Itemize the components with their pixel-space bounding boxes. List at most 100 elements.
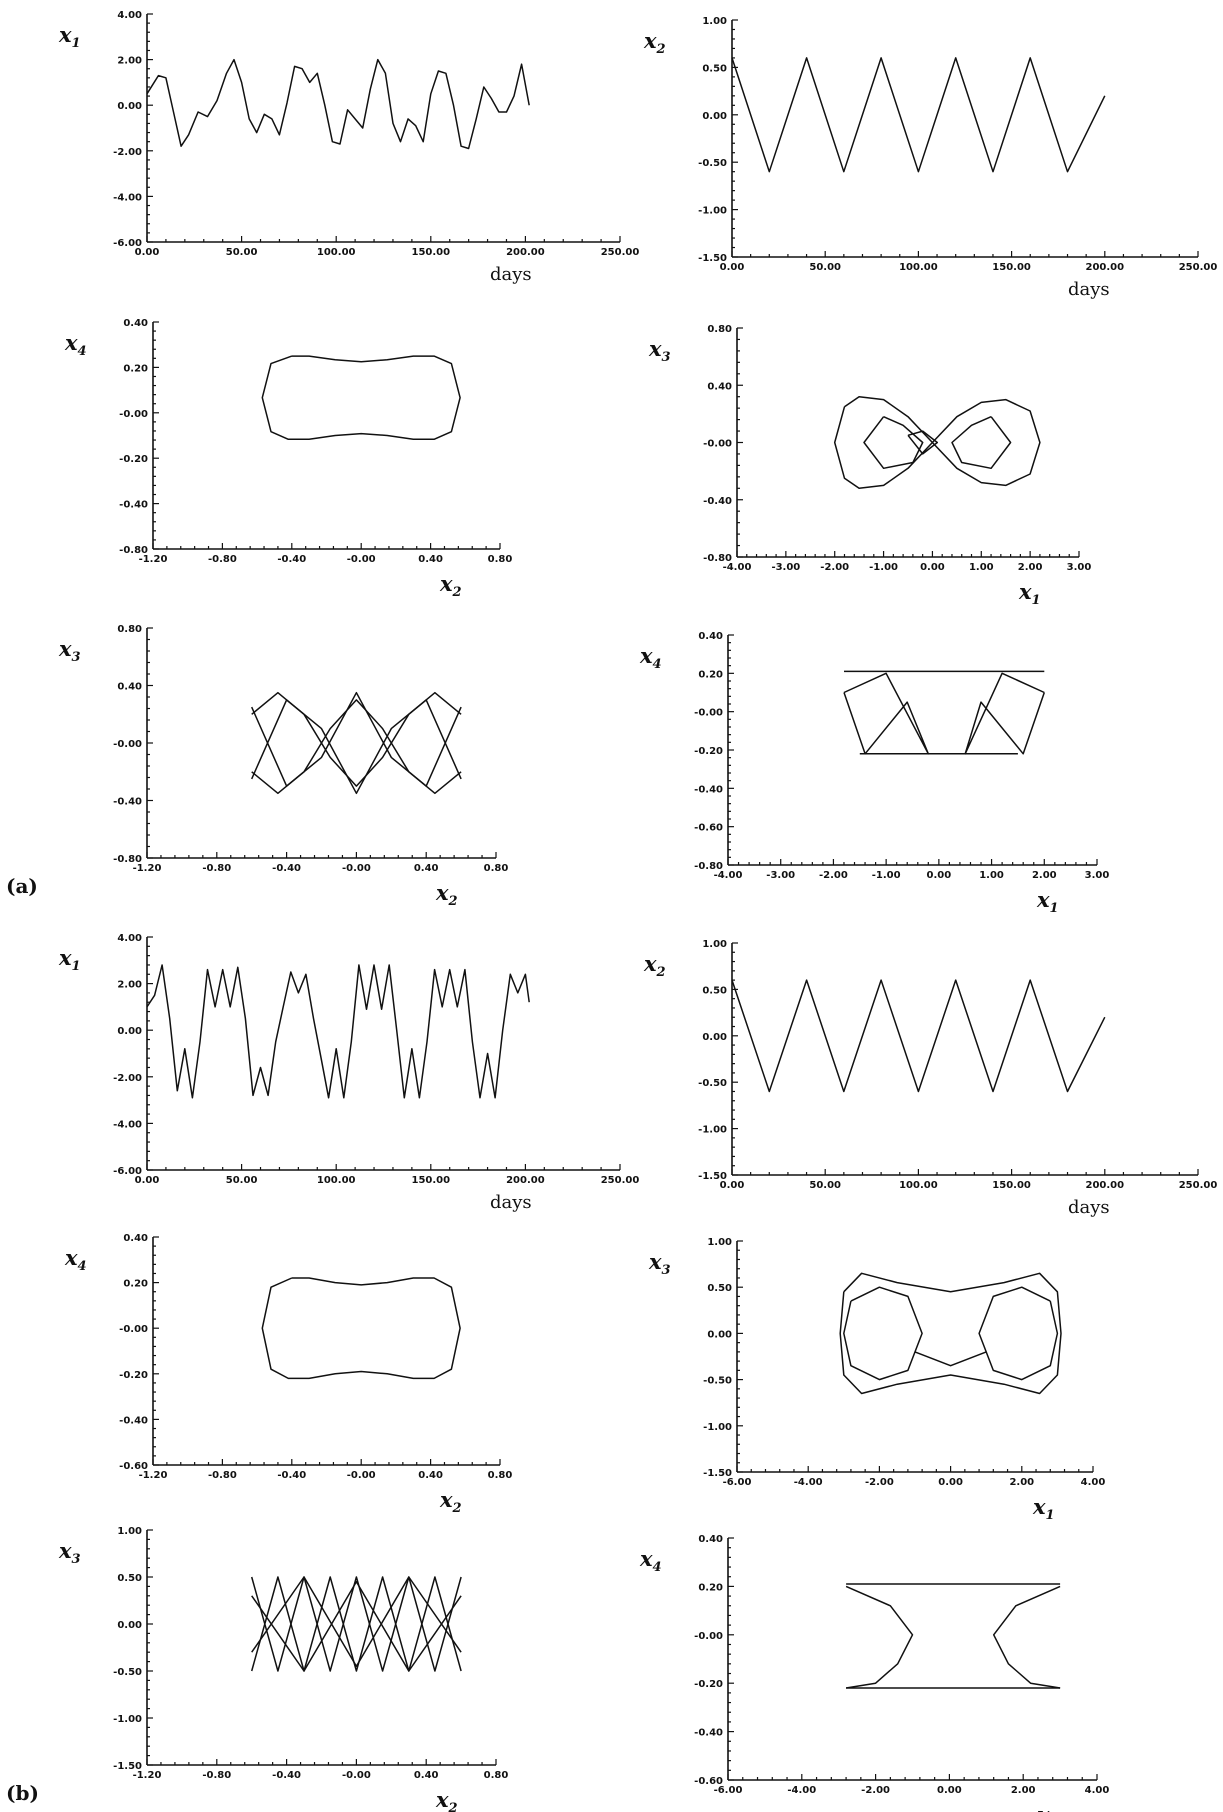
x-tick-label: 0.00 (920, 562, 945, 573)
subplot-b-x3-x2: -1.20 -0.80 -0.40 -0.00 0.40 0.80 -1.50 -1.00 -0… (58, 1526, 508, 1812)
x-tick-label: -4.00 (787, 1785, 816, 1796)
panel-label-a: (a) (6, 874, 38, 898)
x-tick-label: -2.00 (820, 562, 849, 573)
x-tick-label: 1.00 (969, 562, 994, 573)
series-line-3 (907, 430, 939, 455)
x-axis-label: days (1068, 279, 1110, 300)
x-tick-label: 1.00 (979, 870, 1004, 881)
y-tick-label: 0.20 (698, 669, 723, 680)
series-line-0 (261, 355, 461, 441)
series-line-3 (992, 1585, 1061, 1689)
y-tick-label: 0.40 (698, 631, 723, 642)
x-tick-label: 200.00 (506, 247, 545, 258)
x-axis-label: x1 (1018, 579, 1041, 608)
y-tick-label: -1.50 (113, 1761, 142, 1772)
series-line-1 (250, 1576, 462, 1672)
y-tick-label: -1.00 (698, 206, 727, 217)
x-tick-label: -0.80 (208, 1470, 237, 1481)
x-tick-label: 200.00 (506, 1175, 545, 1186)
x-tick-label: 0.00 (135, 247, 160, 258)
y-tick-label: -0.50 (698, 158, 727, 169)
x-tick-label: 150.00 (992, 262, 1031, 273)
x-tick-label: 2.00 (1032, 870, 1057, 881)
y-tick-label: 2.00 (117, 980, 142, 991)
series-line-1 (863, 416, 924, 470)
series-line-2 (978, 1286, 1059, 1381)
x-tick-label: 0.00 (938, 1477, 963, 1488)
x-tick-label: 2.00 (1009, 1477, 1034, 1488)
x-tick-label: 2.00 (1011, 1785, 1036, 1796)
y-tick-label: 0.40 (698, 1534, 723, 1545)
x-axis-label: x1 (1036, 887, 1059, 916)
x-tick-label: 0.00 (720, 1180, 745, 1191)
x-tick-label: 250.00 (601, 1175, 640, 1186)
x-tick-label: -4.00 (714, 870, 743, 881)
y-tick-label: 0.80 (117, 624, 142, 635)
y-tick-label: -0.80 (694, 861, 723, 872)
x-axis-label: x2 (435, 880, 458, 909)
x-tick-label: -1.00 (869, 562, 898, 573)
x-tick-label: -0.40 (272, 1770, 301, 1781)
y-axis-label: x3 (58, 636, 81, 665)
y-tick-label: 0.00 (117, 101, 142, 112)
subplot-b-x4-x2: -1.20 -0.80 -0.40 -0.00 0.40 0.80 -0.60 -0.40 -0… (64, 1233, 512, 1516)
y-tick-label: 1.00 (117, 1526, 142, 1537)
y-tick-label: -0.40 (694, 1728, 723, 1739)
x-tick-label: 2.00 (1018, 562, 1043, 573)
series-line-3 (251, 1576, 462, 1668)
y-tick-label: -1.50 (703, 1468, 732, 1479)
x-tick-label: 3.00 (1085, 870, 1110, 881)
series-line-0 (731, 57, 1106, 173)
y-tick-label: 0.50 (702, 63, 727, 74)
x-tick-label: -2.00 (865, 1477, 894, 1488)
x-tick-label: -1.20 (139, 554, 168, 565)
x-tick-label: 100.00 (317, 247, 356, 258)
y-axis-label: x1 (58, 945, 81, 974)
x-tick-label: -2.00 (861, 1785, 890, 1796)
subplot-a-x3-x1: -4.00 -3.00 -2.00 -1.00 0.00 1.00 2.00 3.00 -0.8… (648, 324, 1091, 608)
x-axis-label: x2 (439, 571, 462, 600)
y-tick-label: -0.00 (119, 1324, 148, 1335)
x-tick-label: 200.00 (1086, 1180, 1125, 1191)
series-line-1 (843, 1286, 923, 1381)
x-tick-label: 0.40 (418, 1470, 443, 1481)
x-tick-label: 250.00 (601, 247, 640, 258)
y-tick-label: 0.50 (707, 1283, 732, 1294)
x-axis-label: x2 (439, 1487, 462, 1516)
x-tick-label: 4.00 (1081, 1477, 1106, 1488)
y-tick-label: -0.00 (703, 439, 732, 450)
x-tick-label: 0.00 (135, 1175, 160, 1186)
x-tick-label: 0.80 (484, 1770, 509, 1781)
y-tick-label: 0.50 (702, 985, 727, 996)
subplot-a-x1-time: 0.00 50.00 100.00 150.00 200.00 250.00 -6.00 -4… (58, 10, 639, 285)
y-tick-label: -0.80 (703, 553, 732, 564)
x-tick-label: 50.00 (809, 1180, 841, 1191)
x-tick-label: -0.00 (347, 1470, 376, 1481)
y-tick-label: -1.00 (703, 1422, 732, 1433)
x-tick-label: -0.00 (342, 863, 371, 874)
x-tick-label: 50.00 (226, 1175, 258, 1186)
x-tick-label: -1.00 (872, 870, 901, 881)
y-tick-label: -2.00 (113, 147, 142, 158)
y-tick-label: -2.00 (113, 1073, 142, 1084)
x-tick-label: -4.00 (723, 562, 752, 573)
series-line-0 (839, 1272, 1062, 1395)
x-tick-label: 100.00 (899, 262, 938, 273)
y-tick-label: -0.60 (119, 1461, 148, 1472)
y-tick-label: 4.00 (117, 933, 142, 944)
y-tick-label: 0.20 (123, 1279, 148, 1290)
y-tick-label: -0.20 (694, 1679, 723, 1690)
subplot-a-x2-time: 0.00 50.00 100.00 150.00 200.00 250.00 -1.50 -1… (643, 16, 1217, 300)
x-tick-label: 3.00 (1067, 562, 1092, 573)
y-axis-label: x4 (64, 1245, 87, 1274)
series-line-1 (843, 672, 930, 755)
y-tick-label: -6.00 (113, 238, 142, 249)
y-tick-label: 0.40 (123, 1233, 148, 1244)
subplot-b-x3-x1: -6.00 -4.00 -2.00 0.00 2.00 4.00 -1.50 -1.00 -0.… (648, 1237, 1105, 1523)
series-line-0 (146, 964, 530, 1099)
y-tick-label: 0.40 (123, 318, 148, 329)
y-tick-label: 2.00 (117, 56, 142, 67)
series-line-0 (250, 1576, 462, 1672)
x-tick-label: 100.00 (317, 1175, 356, 1186)
